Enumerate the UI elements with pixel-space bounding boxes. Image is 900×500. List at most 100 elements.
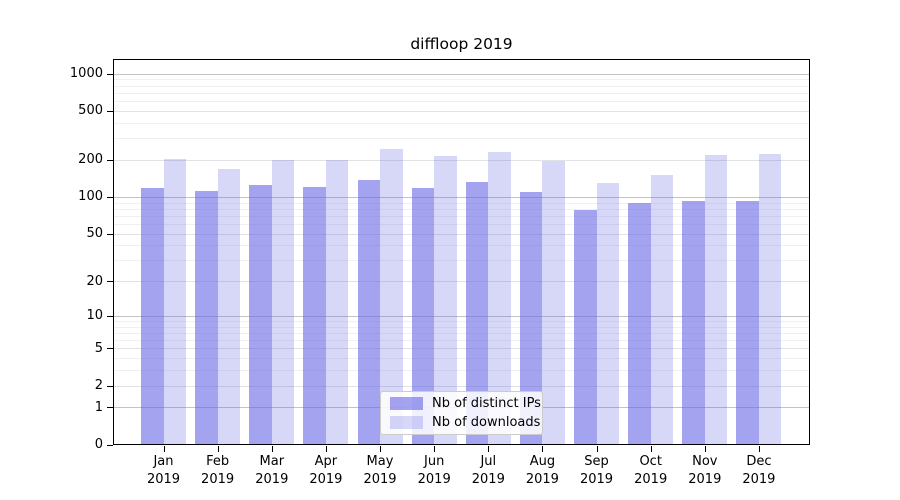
bar-nb-of-distinct-ips-mar: [249, 184, 272, 444]
y-tick-10: [107, 315, 113, 317]
gridline-minor-80: [114, 208, 809, 210]
plot-area: Nb of distinct IPs Nb of downloads: [113, 59, 810, 445]
y-tick-label-100: 100: [78, 189, 103, 205]
gridline-minor-9: [114, 320, 809, 322]
x-tick-dec: [758, 446, 760, 452]
legend-item-downloads: Nb of downloads: [390, 415, 540, 430]
gridline-major-1000: [114, 73, 809, 75]
gridline-minor-70: [114, 215, 809, 217]
gridline-minor-7: [114, 332, 809, 334]
bar-nb-of-distinct-ips-feb: [195, 191, 218, 444]
x-tick-oct: [650, 446, 652, 452]
y-tick-1000: [107, 73, 113, 75]
bar-nb-of-downloads-mar: [271, 159, 295, 444]
x-tick-label-dec: Dec 2019: [742, 454, 776, 487]
x-tick-nov: [704, 446, 706, 452]
y-tick-2: [107, 385, 113, 387]
x-tick-mar: [271, 446, 273, 452]
x-tick-label-feb: Feb 2019: [201, 454, 235, 487]
gridline-minor-700: [114, 92, 809, 94]
gridline-minor-400: [114, 122, 809, 124]
x-tick-sep: [596, 446, 598, 452]
legend-label-distinct-ips: Nb of distinct IPs: [432, 396, 541, 411]
bar-nb-of-downloads-jun: [434, 155, 457, 444]
legend-item-distinct-ips: Nb of distinct IPs: [390, 396, 541, 411]
x-tick-apr: [325, 446, 327, 452]
gridline-mid-2: [114, 385, 809, 387]
bar-nb-of-distinct-ips-oct: [628, 202, 651, 444]
x-tick-label-jul: Jul 2019: [471, 454, 505, 487]
gridline-minor-90: [114, 202, 809, 204]
gridline-minor-30: [114, 260, 809, 262]
y-tick-500: [107, 110, 113, 112]
y-tick-label-20: 20: [86, 273, 103, 289]
gridline-major-10: [114, 315, 809, 317]
y-tick-50: [107, 233, 113, 235]
legend: Nb of distinct IPs Nb of downloads: [380, 391, 543, 435]
x-tick-label-sep: Sep 2019: [579, 454, 614, 487]
x-tick-label-may: May 2019: [363, 454, 397, 487]
x-tick-label-mar: Mar 2019: [255, 454, 289, 487]
y-tick-label-5: 5: [94, 340, 103, 356]
bar-nb-of-distinct-ips-aug: [519, 192, 543, 444]
y-tick-1: [107, 407, 113, 409]
bar-nb-of-downloads-aug: [542, 160, 565, 444]
chart-title: diffloop 2019: [410, 35, 513, 53]
x-tick-feb: [217, 446, 219, 452]
x-tick-label-nov: Nov 2019: [688, 454, 722, 487]
legend-swatch-downloads: [390, 416, 423, 429]
gridline-major-100: [114, 196, 809, 198]
gridline-minor-40: [114, 245, 809, 247]
bar-nb-of-downloads-dec: [758, 154, 782, 444]
bar-nb-of-downloads-oct: [650, 174, 674, 444]
bar-nb-of-distinct-ips-jul: [465, 182, 489, 444]
y-tick-20: [107, 281, 113, 283]
gridline-mid-5: [114, 348, 809, 350]
y-tick-label-0: 0: [94, 437, 103, 452]
legend-swatch-distinct-ips: [390, 397, 423, 410]
gridline-mid-200: [114, 159, 809, 161]
bar-nb-of-downloads-apr: [325, 160, 349, 444]
gridline-minor-600: [114, 101, 809, 103]
gridline-mid-500: [114, 110, 809, 112]
y-tick-100: [107, 196, 113, 198]
bar-nb-of-downloads-feb: [217, 168, 241, 444]
bar-nb-of-distinct-ips-apr: [303, 187, 326, 444]
gridline-minor-900: [114, 79, 809, 81]
bar-nb-of-downloads-nov: [704, 154, 728, 444]
plot-inner: [114, 60, 809, 444]
x-tick-label-aug: Aug 2019: [525, 454, 559, 487]
gridline-minor-60: [114, 223, 809, 225]
legend-label-downloads: Nb of downloads: [432, 415, 541, 430]
y-tick-label-500: 500: [78, 103, 103, 119]
bar-nb-of-distinct-ips-sep: [574, 209, 597, 444]
gridline-mid-20: [114, 281, 809, 283]
y-tick-label-2: 2: [94, 378, 103, 394]
y-tick-label-1: 1: [94, 399, 103, 415]
bar-nb-of-downloads-may: [380, 148, 403, 444]
bar-nb-of-downloads-jul: [488, 151, 511, 444]
bar-nb-of-distinct-ips-dec: [736, 201, 759, 444]
y-tick-label-200: 200: [78, 152, 103, 168]
y-tick-label-10: 10: [86, 308, 103, 324]
x-tick-aug: [542, 446, 544, 452]
gridline-minor-4: [114, 358, 809, 360]
x-tick-may: [380, 446, 381, 452]
x-tick-label-jun: Jun 2019: [417, 454, 451, 487]
gridline-minor-6: [114, 340, 809, 342]
gridline-minor-800: [114, 85, 809, 87]
x-tick-label-jan: Jan 2019: [146, 454, 181, 487]
bar-nb-of-distinct-ips-jun: [411, 188, 435, 444]
bar-nb-of-downloads-jan: [163, 158, 186, 444]
x-tick-jan: [163, 446, 165, 452]
x-tick-label-oct: Oct 2019: [634, 454, 668, 487]
x-tick-jun: [434, 446, 436, 452]
bar-nb-of-distinct-ips-may: [357, 180, 380, 444]
bar-nb-of-distinct-ips-jan: [141, 188, 164, 444]
y-tick-5: [107, 348, 113, 350]
y-tick-label-1000: 1000: [69, 66, 103, 82]
gridline-minor-8: [114, 326, 809, 328]
bar-nb-of-distinct-ips-nov: [682, 200, 705, 444]
y-tick-0: [107, 444, 113, 446]
